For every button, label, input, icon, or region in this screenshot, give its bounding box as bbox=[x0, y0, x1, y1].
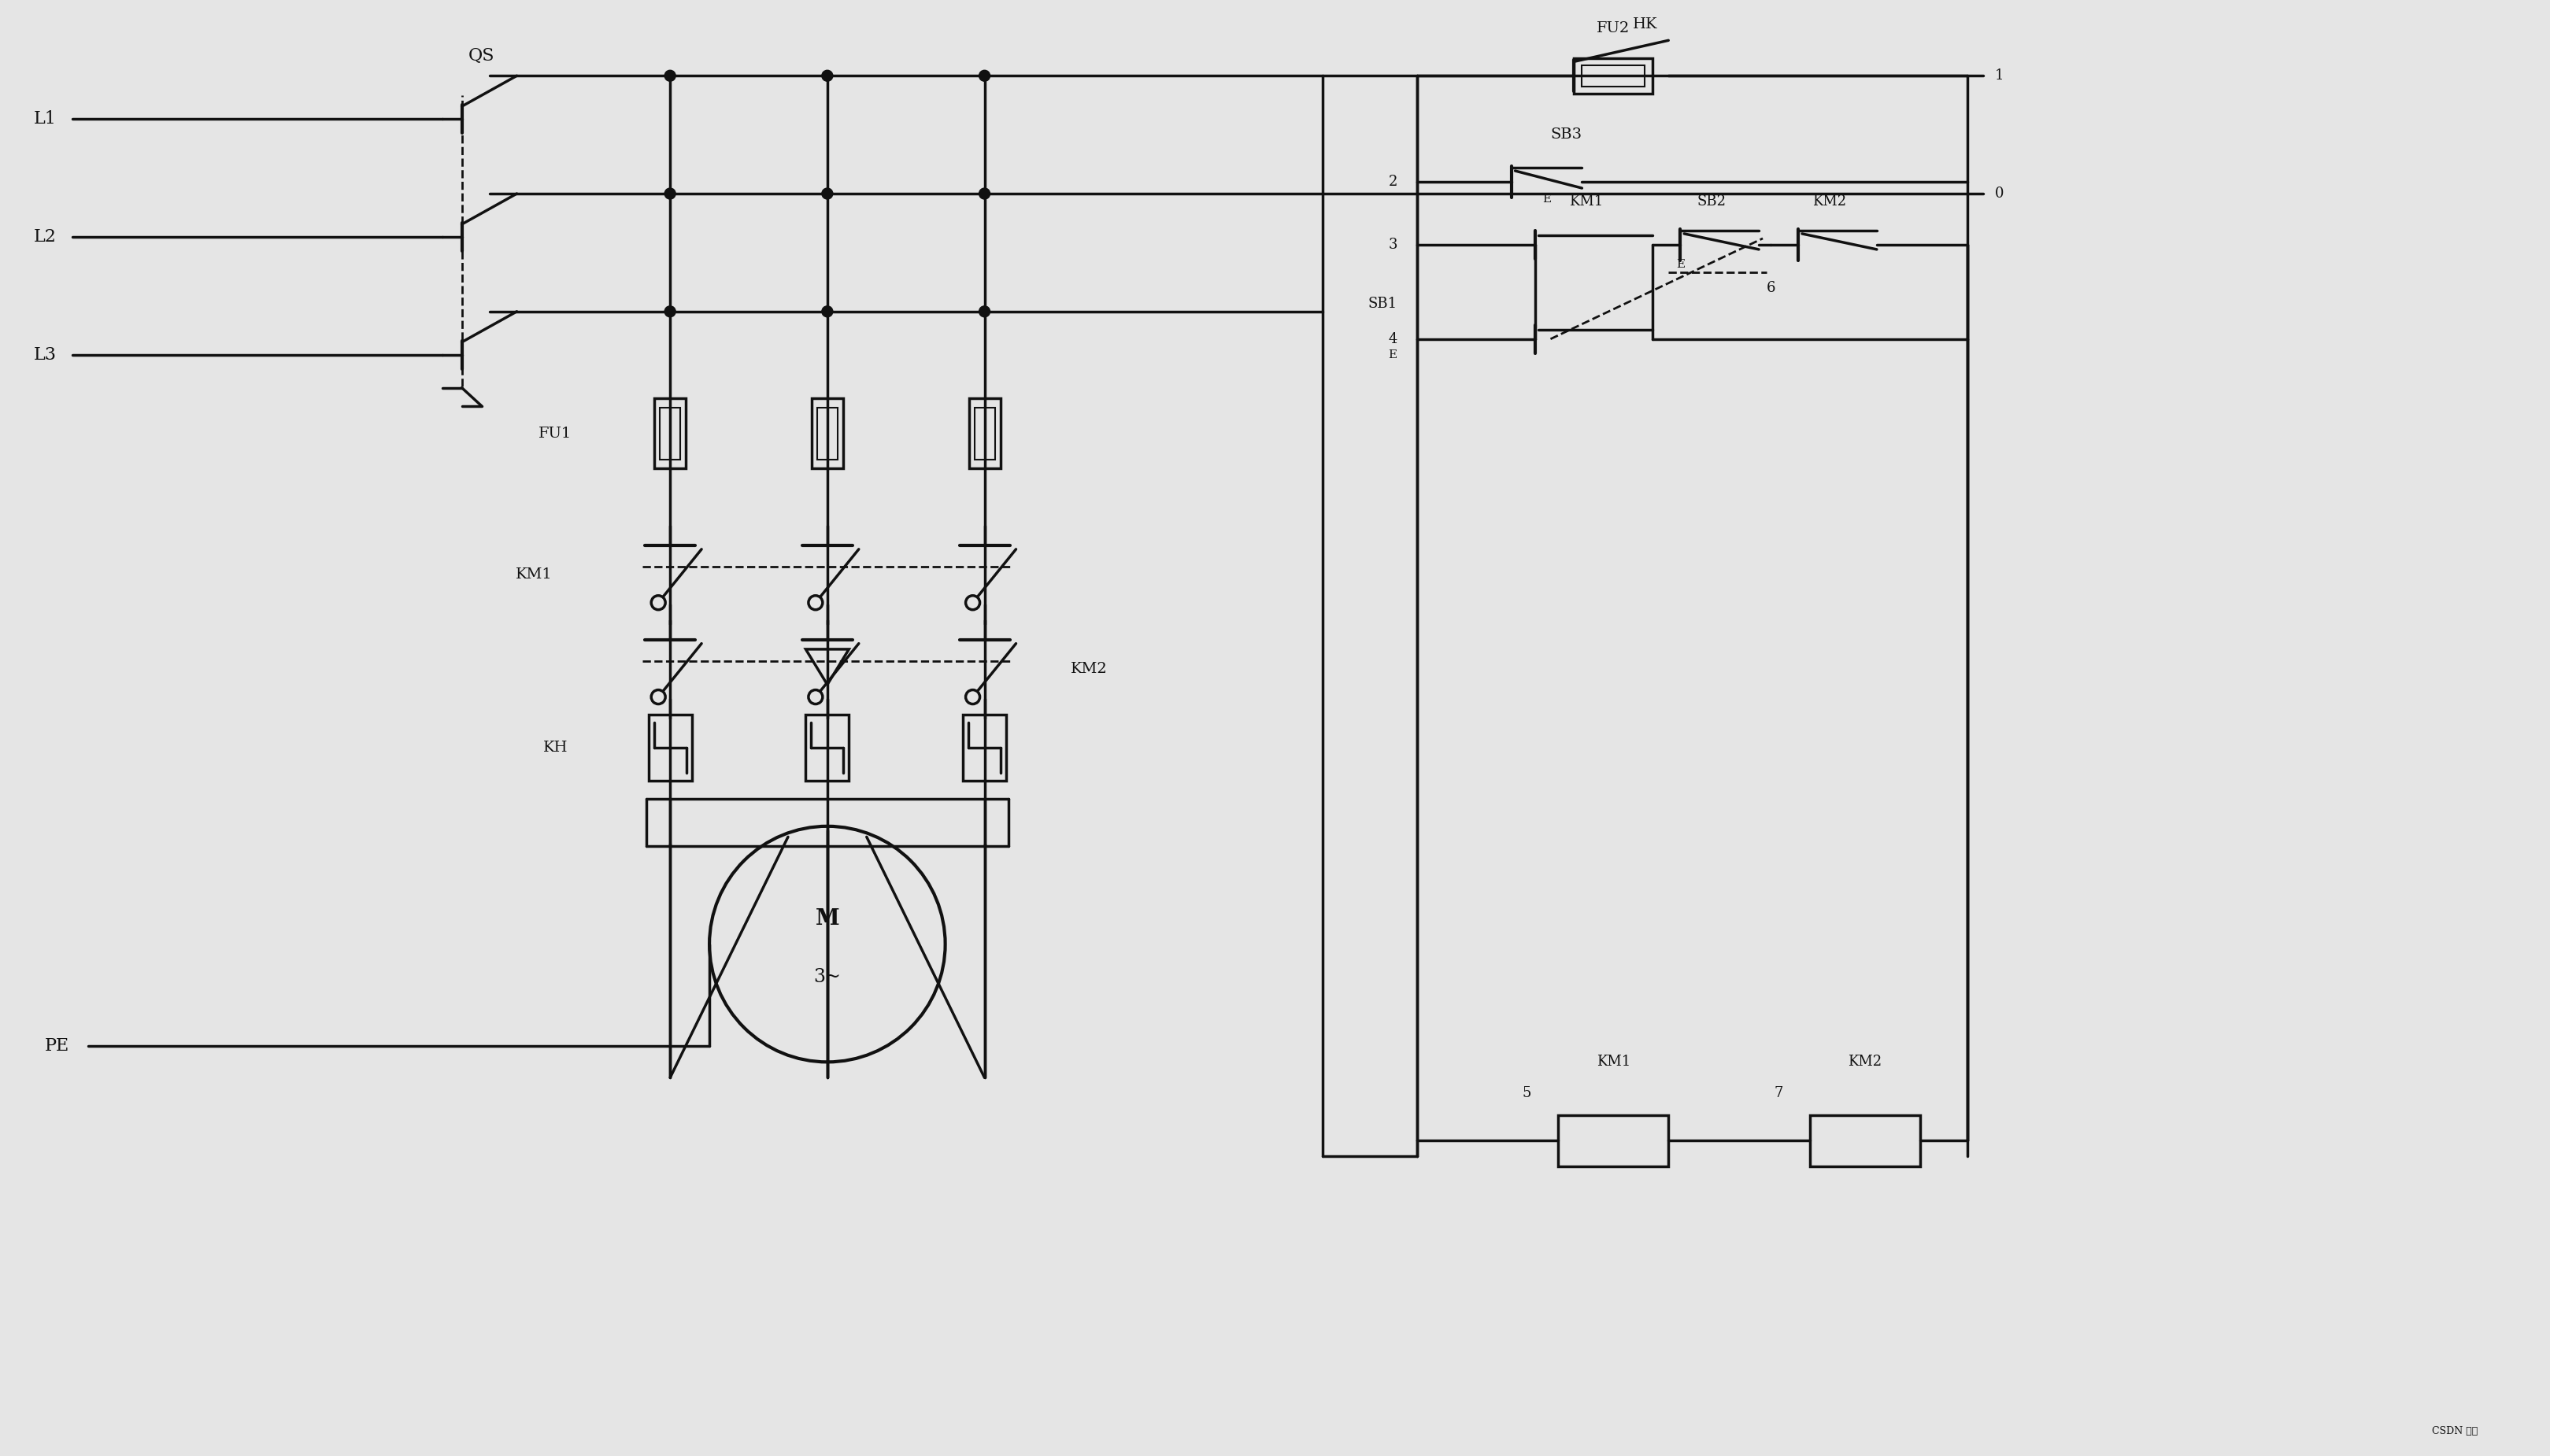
Bar bbox=[964, 715, 1007, 780]
Circle shape bbox=[666, 306, 676, 317]
Circle shape bbox=[808, 690, 824, 705]
Text: 2: 2 bbox=[1387, 175, 1397, 189]
Bar bbox=[1558, 1115, 1668, 1166]
Text: KM2: KM2 bbox=[1071, 662, 1107, 676]
Circle shape bbox=[821, 70, 834, 82]
Circle shape bbox=[979, 188, 989, 199]
Text: HK: HK bbox=[1632, 17, 1658, 32]
Text: E: E bbox=[1543, 194, 1550, 205]
Bar bbox=[655, 397, 686, 469]
Circle shape bbox=[650, 596, 666, 610]
Text: SB1: SB1 bbox=[1367, 297, 1397, 310]
Text: PE: PE bbox=[46, 1038, 69, 1056]
Text: 4: 4 bbox=[1387, 332, 1397, 347]
Bar bbox=[648, 715, 691, 780]
Bar bbox=[1581, 66, 1645, 86]
Bar bbox=[660, 408, 681, 459]
Text: M: M bbox=[816, 909, 839, 929]
Text: FU1: FU1 bbox=[538, 427, 571, 440]
Text: KM1: KM1 bbox=[515, 568, 553, 582]
Text: KM2: KM2 bbox=[1849, 1056, 1882, 1069]
Text: 6: 6 bbox=[1767, 281, 1775, 296]
Circle shape bbox=[808, 596, 824, 610]
Text: KM1: KM1 bbox=[1596, 1056, 1629, 1069]
Bar bbox=[969, 397, 1000, 469]
Text: SB3: SB3 bbox=[1550, 128, 1581, 141]
Text: FU2: FU2 bbox=[1596, 22, 1629, 36]
Text: 0: 0 bbox=[1994, 186, 2004, 201]
Text: E: E bbox=[1390, 349, 1397, 360]
Text: KM1: KM1 bbox=[1568, 195, 1604, 208]
Circle shape bbox=[979, 70, 989, 82]
Text: 1: 1 bbox=[1994, 68, 2004, 83]
Text: L1: L1 bbox=[33, 111, 56, 128]
Text: 5: 5 bbox=[1522, 1086, 1533, 1101]
Text: E: E bbox=[1675, 259, 1686, 269]
Bar bbox=[816, 408, 836, 459]
Bar bbox=[1573, 58, 1652, 93]
Circle shape bbox=[966, 596, 979, 610]
Circle shape bbox=[666, 70, 676, 82]
Circle shape bbox=[666, 188, 676, 199]
Text: 7: 7 bbox=[1775, 1086, 1782, 1101]
Text: KM2: KM2 bbox=[1813, 195, 1846, 208]
Text: 3~: 3~ bbox=[813, 968, 842, 986]
Circle shape bbox=[979, 306, 989, 317]
Text: L3: L3 bbox=[33, 347, 56, 364]
Text: SB2: SB2 bbox=[1698, 195, 1726, 208]
Text: KH: KH bbox=[543, 741, 569, 754]
Text: 3: 3 bbox=[1387, 237, 1397, 252]
Circle shape bbox=[821, 188, 834, 199]
Bar bbox=[806, 715, 849, 780]
Bar bbox=[811, 397, 844, 469]
Text: CSDN 博客: CSDN 博客 bbox=[2433, 1427, 2479, 1437]
Bar bbox=[1810, 1115, 1920, 1166]
Circle shape bbox=[821, 306, 834, 317]
Text: L2: L2 bbox=[33, 229, 56, 246]
Text: QS: QS bbox=[469, 48, 495, 64]
Circle shape bbox=[966, 690, 979, 705]
Circle shape bbox=[650, 690, 666, 705]
Bar bbox=[974, 408, 994, 459]
